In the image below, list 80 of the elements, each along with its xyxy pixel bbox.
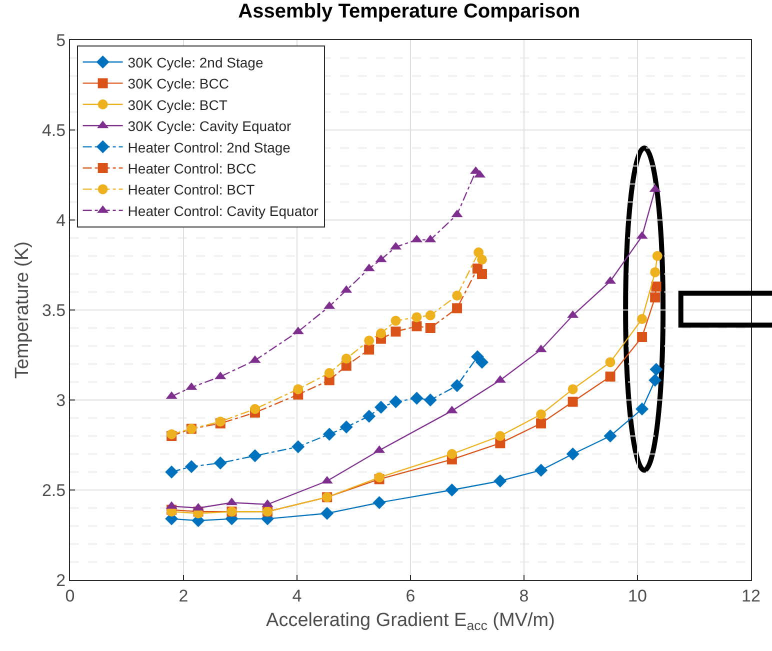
legend-label: Heater Control: BCT [128,182,256,198]
point [446,449,457,459]
point [424,394,437,406]
point [650,362,663,376]
point [412,312,422,322]
legend-label: Heater Control: Cavity Equator [128,202,319,219]
x-tick-label: 2 [178,586,188,606]
x-tick-label: 10 [628,586,647,606]
point [390,316,401,326]
point [324,368,334,378]
point [650,267,660,278]
point [184,460,198,474]
point [292,440,305,454]
legend-label: 30K Cycle: BCT [128,96,228,113]
x-tick-label: 8 [519,586,529,606]
point [372,496,386,510]
point [364,336,374,346]
point [250,404,260,414]
point [362,410,376,423]
point [376,328,386,338]
point [322,428,336,441]
point [536,418,546,428]
point [445,484,458,496]
point [165,466,178,478]
x-tick-label: 0 [65,586,75,606]
point [536,409,546,420]
point [248,449,262,462]
point [477,269,488,279]
point [425,310,436,320]
point [648,374,662,387]
point [477,254,488,265]
x-tick-label: 12 [742,586,760,606]
point [364,344,374,355]
x-tick-label: 6 [406,586,416,606]
point [389,395,402,408]
x-axis-title: Accelerating Gradient E$_{acc}$ (MV/m) [266,610,555,634]
y-tick-label: 2.5 [42,480,66,500]
point [651,282,662,292]
y-tick-label: 4 [56,210,66,230]
chart-title: Assembly Temperature Comparison [238,0,580,22]
point [320,506,334,520]
x-tick-label: 4 [292,586,302,606]
point [341,354,352,364]
point [476,356,489,369]
point [410,392,424,405]
point [452,303,462,314]
point [390,326,401,337]
legend-label: Heater Control: 2nd Stage [128,139,291,156]
point [568,384,578,394]
point [636,402,649,416]
point [425,323,436,333]
point [412,321,422,332]
legend-label: Heater Control: BCC [128,160,256,176]
y-axis-title: Temperature (K) [12,241,33,379]
point [637,332,648,342]
point [495,431,506,441]
point [605,357,616,368]
legend-label: 30K Cycle: BCC [128,76,229,92]
point [652,251,662,261]
y-tick-label: 3 [56,390,66,410]
y-tick-label: 5 [56,30,66,50]
y-tick-label: 2 [56,570,66,590]
point [452,290,462,301]
point [374,400,388,414]
y-tick-label: 4.5 [42,120,66,140]
point [293,384,304,394]
point [637,314,648,324]
point [568,396,578,407]
point [214,456,227,470]
point [340,420,353,434]
legend-label: 30K Cycle: 2nd Stage [128,54,264,70]
point [605,372,616,382]
point [450,379,464,392]
y-tick-label: 3.5 [42,300,66,320]
point [650,292,660,302]
point [566,448,580,460]
legend-label: 30K Cycle: Cavity Equator [128,118,292,134]
point [494,474,507,488]
point [534,464,548,477]
point [604,430,617,442]
